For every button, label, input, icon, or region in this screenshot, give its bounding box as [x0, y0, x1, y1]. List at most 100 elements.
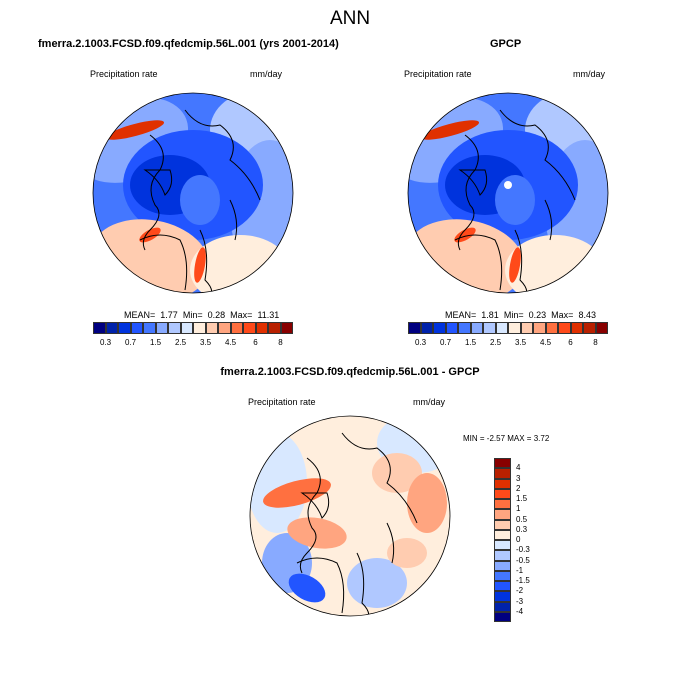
- colorbar-tick-label: 0.5: [516, 514, 528, 524]
- colorbar-tick-label: 3.5: [199, 338, 212, 347]
- colorbar-box: [494, 540, 511, 551]
- colorbar-box: [230, 322, 243, 334]
- panel2-title: GPCP: [490, 38, 522, 50]
- colorbar-box: [255, 322, 268, 334]
- colorbar-box: [494, 509, 511, 520]
- max-label: Max=: [551, 310, 574, 320]
- colorbar-box: [408, 322, 421, 334]
- colorbar-tick-label: -4: [516, 606, 524, 616]
- colorbar-tick-label: 8: [278, 338, 283, 347]
- panel2-map: [407, 92, 609, 294]
- colorbar-box: [494, 499, 511, 510]
- colorbar-box: [533, 322, 546, 334]
- colorbar-tick-label: 4.5: [539, 338, 552, 347]
- colorbar-box: [508, 322, 521, 334]
- colorbar-box: [494, 488, 511, 499]
- colorbar-tick-label: 1.5: [516, 494, 528, 503]
- coastline: [454, 234, 503, 291]
- colorbar-tick-label: -1: [516, 565, 524, 575]
- colorbar-box: [180, 322, 193, 334]
- coastline: [341, 432, 418, 524]
- colorbar-tick-label: 0.3: [99, 338, 112, 347]
- colorbar-tick-label: 6: [253, 338, 258, 347]
- min-label: Min=: [503, 310, 524, 320]
- colorbar-box: [520, 322, 533, 334]
- colorbar-box: [458, 322, 471, 334]
- field-region: [407, 473, 447, 533]
- max-value: 11.31: [257, 310, 280, 320]
- map-border: [249, 415, 451, 617]
- coastline: [139, 234, 188, 291]
- colorbar-tick-label: -0.3: [516, 545, 530, 555]
- colorbar-box: [193, 322, 206, 334]
- colorbar-box: [483, 322, 496, 334]
- panel2-left-label: Precipitation rate: [404, 69, 472, 79]
- mean-value: 1.81: [481, 310, 499, 320]
- colorbar-box: [494, 519, 511, 530]
- colorbar-tick-label: -1.5: [516, 576, 530, 585]
- min-value: 0.28: [207, 310, 226, 320]
- missing-data-pole: [504, 181, 512, 189]
- colorbar-box: [218, 322, 231, 334]
- colorbar-box: [130, 322, 143, 334]
- colorbar-box: [105, 322, 118, 334]
- colorbar-tick-label: 6: [568, 338, 573, 347]
- mean-value: 1.77: [160, 310, 178, 320]
- colorbar-box: [494, 611, 511, 622]
- colorbar-box: [583, 322, 596, 334]
- map-border: [407, 92, 609, 294]
- field-region: [387, 538, 427, 568]
- max-label: Max=: [230, 310, 253, 320]
- colorbar-box: [494, 458, 511, 469]
- panel3-left-label: Precipitation rate: [248, 397, 316, 407]
- colorbar-box: [168, 322, 181, 334]
- colorbar-tick-label: 1.5: [464, 338, 477, 347]
- coastline: [142, 134, 164, 251]
- colorbar-box: [494, 601, 511, 612]
- colorbar-tick-label: 0: [516, 535, 521, 544]
- colorbar-tick-label: -2: [516, 586, 524, 596]
- panel1-units: mm/day: [250, 69, 283, 79]
- colorbar-box: [420, 322, 433, 334]
- coastline: [386, 522, 395, 564]
- panel3-title: fmerra.2.1003.FCSD.f09.qfedcmip.56L.001 …: [220, 366, 480, 378]
- field-region: [287, 517, 347, 549]
- colorbar-box: [570, 322, 583, 334]
- colorbar-tick-label: 2: [516, 483, 521, 493]
- colorbar-tick-label: 2.5: [174, 338, 187, 347]
- max-value: 8.43: [578, 310, 596, 320]
- field-region: [105, 120, 165, 140]
- coastline: [300, 492, 330, 519]
- colorbar-tick-label: 1.5: [149, 338, 162, 347]
- field-region: [288, 573, 326, 603]
- colorbar-box: [494, 550, 511, 561]
- coastline: [458, 169, 488, 196]
- panel1-stats: MEAN= 1.77 Min= 0.28 Max= 11.31: [124, 310, 279, 320]
- colorbar-box: [494, 478, 511, 489]
- panel1-map: [92, 92, 294, 294]
- colorbar-box: [495, 322, 508, 334]
- colorbar-tick-label: 4.5: [224, 338, 237, 347]
- coastline: [229, 199, 238, 241]
- colorbar-box: [494, 591, 511, 602]
- colorbar-box: [558, 322, 571, 334]
- field-region: [194, 247, 206, 283]
- panel2-stats: MEAN= 1.81 Min= 0.23 Max= 8.43: [445, 310, 596, 320]
- coastline: [544, 199, 553, 241]
- colorbar-box: [545, 322, 558, 334]
- colorbar-tick-label: 1: [516, 504, 521, 514]
- mean-label: MEAN=: [445, 310, 477, 320]
- field-region: [263, 478, 331, 508]
- map-border: [92, 92, 294, 294]
- colorbar-tick-label: 2.5: [489, 338, 502, 347]
- colorbar-box: [433, 322, 446, 334]
- colorbar-tick-label: 8: [593, 338, 598, 347]
- figure-title: ANN: [329, 8, 371, 29]
- panel3-colorbar: 4 3 2 1.5 1 0.5 0.3 0 -0.3 -0.5 -1 -1.5 -2 -3 -4: [494, 458, 530, 622]
- colorbar-tick-label: -3: [516, 596, 524, 606]
- panel1-colorbar: 0.3 0.7 1.5 2.5 3.5 4.5 6 8: [93, 322, 293, 347]
- colorbar-tick-label: 0.7: [124, 338, 137, 347]
- colorbar-box: [494, 581, 511, 592]
- coastline: [499, 109, 576, 201]
- panel3-minmax: MIN = -2.57 MAX = 3.72: [463, 434, 550, 443]
